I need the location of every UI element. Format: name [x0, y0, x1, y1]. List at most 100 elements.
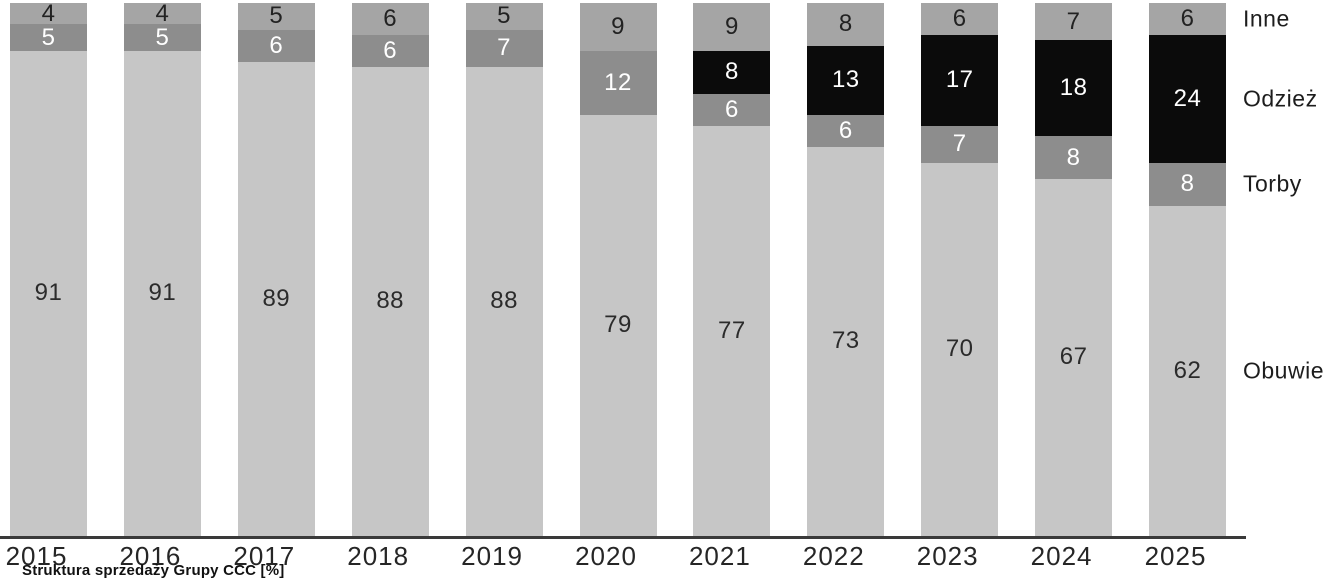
segment-obuwie-2022: 73 — [807, 146, 885, 536]
bar-2024: 67 8 18 7 — [1035, 3, 1113, 536]
segment-obuwie-2020: 79 — [579, 114, 657, 536]
segment-torby-2020: 12 — [579, 50, 657, 115]
segment-value-label: 5 — [269, 2, 284, 30]
segment-value-label: 88 — [490, 287, 518, 315]
bar-2023: 70 7 17 6 — [921, 3, 999, 536]
segment-value-label: 7 — [952, 130, 967, 158]
segment-value-label: 9 — [724, 13, 739, 40]
segment-value-label: 79 — [604, 311, 632, 339]
segment-value-label: 4 — [41, 0, 56, 27]
series-label-odzie-: Odzież — [1243, 85, 1318, 112]
segment-value-label: 5 — [41, 23, 56, 51]
segment-value-label: 5 — [497, 2, 512, 30]
segment-torby-2024: 8 — [1035, 136, 1113, 179]
segment-odzie--2022: 13 — [807, 45, 885, 115]
segment-inne-2021: 9 — [693, 3, 771, 51]
segment-value-label: 7 — [1066, 7, 1081, 35]
year-label-2024: 2024 — [1030, 541, 1093, 571]
bar-2015: 91 5 4 — [10, 0, 87, 536]
year-label-2016: 2016 — [119, 541, 182, 571]
segment-value-label: 6 — [383, 5, 398, 32]
segment-torby-2018: 6 — [351, 35, 429, 67]
bar-2016: 91 5 4 — [123, 0, 201, 536]
segment-inne-2015: 4 — [10, 0, 87, 27]
segment-value-label: 6 — [383, 36, 398, 64]
segment-odzie--2023: 17 — [921, 34, 999, 126]
segment-torby-2021: 6 — [693, 93, 771, 126]
segment-obuwie-2024: 67 — [1035, 178, 1113, 536]
bar-2017: 89 6 5 — [237, 2, 315, 536]
segment-value-label: 6 — [952, 5, 967, 32]
segment-odzie--2021: 8 — [693, 51, 771, 94]
segment-inne-2018: 6 — [351, 3, 429, 35]
segment-value-label: 5 — [155, 23, 170, 51]
year-label-2023: 2023 — [916, 541, 979, 571]
segment-obuwie-2019: 88 — [465, 66, 543, 536]
segment-value-label: 91 — [148, 279, 177, 307]
segment-torby-2025: 8 — [1149, 162, 1226, 206]
segment-torby-2016: 5 — [123, 23, 201, 51]
segment-value-label: 4 — [155, 0, 170, 27]
segment-value-label: 9 — [611, 13, 625, 40]
segment-value-label: 6 — [1180, 5, 1195, 32]
segment-value-label: 91 — [34, 279, 63, 307]
year-label-2022: 2022 — [802, 541, 865, 571]
segment-value-label: 73 — [831, 327, 860, 355]
segment-obuwie-2023: 70 — [921, 162, 999, 536]
segment-obuwie-2017: 89 — [237, 61, 315, 536]
segment-value-label: 12 — [604, 68, 632, 96]
segment-value-label: 67 — [1059, 343, 1088, 371]
series-label-inne: Inne — [1243, 5, 1290, 32]
segment-value-label: 77 — [718, 316, 746, 344]
segment-obuwie-2021: 77 — [693, 125, 771, 536]
bar-2022: 73 6 13 8 — [807, 3, 885, 536]
segment-value-label: 8 — [1180, 170, 1195, 198]
segment-torby-2023: 7 — [921, 125, 999, 163]
segment-inne-2020: 9 — [579, 3, 657, 51]
segment-torby-2022: 6 — [807, 114, 885, 147]
segment-inne-2017: 5 — [237, 2, 315, 30]
segment-inne-2016: 4 — [123, 0, 201, 27]
year-label-2018: 2018 — [347, 541, 410, 571]
year-label-2019: 2019 — [461, 541, 524, 571]
segment-inne-2019: 5 — [465, 2, 543, 30]
segment-value-label: 88 — [376, 287, 405, 315]
segment-odzie--2024: 18 — [1035, 40, 1113, 137]
segment-value-label: 6 — [269, 31, 284, 59]
year-label-2015: 2015 — [5, 541, 68, 571]
segment-obuwie-2016: 91 — [123, 50, 201, 536]
segment-inne-2023: 6 — [921, 3, 999, 35]
segment-value-label: 7 — [497, 34, 512, 62]
segment-value-label: 89 — [262, 284, 291, 312]
segment-inne-2022: 8 — [807, 3, 885, 46]
segment-value-label: 6 — [838, 116, 853, 144]
x-axis-line — [0, 536, 1246, 539]
year-label-2025: 2025 — [1144, 541, 1207, 571]
segment-inne-2024: 7 — [1035, 3, 1113, 41]
segment-value-label: 70 — [945, 335, 974, 363]
segment-value-label: 8 — [1066, 143, 1081, 171]
segment-value-label: 8 — [724, 58, 739, 86]
segment-torby-2015: 5 — [10, 24, 87, 51]
segment-inne-2025: 6 — [1149, 3, 1226, 35]
segment-value-label: 24 — [1173, 84, 1202, 112]
segment-torby-2017: 6 — [237, 29, 315, 62]
bar-2025: 62 8 24 6 — [1149, 3, 1226, 536]
bar-2018: 88 6 6 — [351, 3, 429, 536]
segment-value-label: 6 — [724, 95, 739, 123]
segment-torby-2019: 7 — [465, 29, 543, 67]
segment-value-label: 17 — [945, 66, 974, 94]
year-label-2021: 2021 — [688, 541, 751, 571]
segment-value-label: 18 — [1059, 74, 1088, 102]
segment-value-label: 13 — [831, 66, 860, 94]
segment-value-label: 8 — [838, 10, 853, 38]
year-label-2020: 2020 — [575, 541, 637, 571]
bar-2019: 88 7 5 — [465, 2, 543, 536]
bar-2020: 79 12 9 — [579, 3, 657, 536]
segment-value-label: 62 — [1173, 356, 1202, 384]
series-label-obuwie: Obuwie — [1243, 357, 1324, 384]
bar-2021: 77 6 8 9 — [693, 3, 771, 536]
chart-caption: Struktura sprzedaży Grupy CCC [%] — [22, 562, 285, 579]
